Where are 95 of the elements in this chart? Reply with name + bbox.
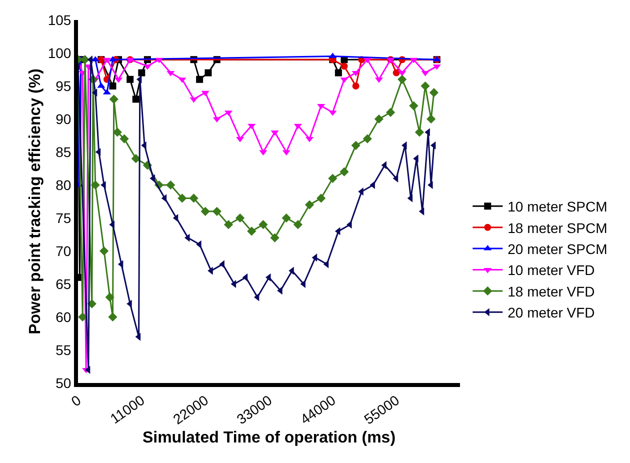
- point: [270, 130, 279, 136]
- x-axis-title: Simulated Time of operation (ms): [142, 430, 396, 447]
- y-tick-label: 85: [56, 144, 72, 160]
- point: [90, 180, 100, 190]
- point: [78, 312, 88, 322]
- point: [136, 75, 142, 84]
- point: [429, 88, 438, 98]
- legend-label: 20 meter SPCM: [508, 241, 608, 258]
- point: [178, 194, 187, 203]
- point: [323, 260, 329, 268]
- point: [248, 124, 256, 130]
- point: [386, 108, 396, 117]
- point: [328, 52, 337, 58]
- y-tick-label: 70: [56, 242, 72, 259]
- point: [282, 213, 291, 223]
- point: [109, 94, 118, 104]
- point: [131, 154, 140, 164]
- legend-label: 20 meter VFD: [508, 304, 595, 321]
- point: [430, 141, 436, 150]
- point: [294, 124, 302, 130]
- y-tick-label: 100: [48, 44, 72, 61]
- point: [109, 82, 116, 90]
- point: [340, 167, 349, 176]
- point: [334, 69, 342, 76]
- y-tick-label: 55: [56, 342, 72, 358]
- point: [204, 69, 212, 76]
- point: [135, 332, 141, 341]
- point: [363, 58, 372, 64]
- y-tick-label: 50: [56, 374, 72, 391]
- point: [138, 69, 146, 76]
- point: [351, 140, 360, 150]
- point: [381, 161, 387, 170]
- point: [105, 292, 114, 302]
- point: [102, 58, 111, 64]
- point: [312, 254, 318, 262]
- point: [316, 194, 326, 203]
- point: [304, 200, 314, 210]
- point: [432, 64, 441, 70]
- point: [270, 233, 280, 242]
- point: [212, 206, 222, 216]
- point: [392, 174, 398, 182]
- point: [224, 220, 234, 230]
- point: [200, 206, 210, 216]
- legend-label: 10 meter VFD: [508, 262, 595, 278]
- point: [166, 180, 176, 190]
- point: [410, 58, 418, 64]
- point: [418, 207, 424, 216]
- point: [92, 88, 98, 97]
- point: [80, 55, 90, 64]
- point: [409, 101, 418, 110]
- point: [201, 90, 210, 96]
- point: [84, 366, 90, 374]
- point: [414, 128, 424, 137]
- y-tick-label: 60: [56, 308, 72, 325]
- point: [420, 81, 430, 91]
- point: [247, 226, 256, 236]
- point: [254, 293, 260, 302]
- point: [258, 220, 268, 230]
- point: [340, 62, 348, 70]
- point: [132, 96, 140, 103]
- point: [398, 74, 407, 84]
- point: [112, 128, 122, 137]
- point: [143, 64, 152, 70]
- point: [328, 174, 338, 183]
- point: [118, 260, 124, 268]
- point: [100, 246, 109, 256]
- point: [293, 220, 302, 230]
- y-tick-label: 95: [56, 78, 72, 94]
- y-tick-label: 105: [48, 12, 72, 28]
- y-axis-title: Power point tracking efficiency (%): [27, 68, 44, 334]
- point: [426, 114, 436, 124]
- point: [120, 134, 129, 144]
- point: [362, 134, 372, 144]
- point: [334, 227, 340, 236]
- point: [126, 76, 134, 83]
- x-tick-label: 0: [68, 392, 84, 410]
- point: [374, 114, 384, 124]
- point: [189, 194, 198, 203]
- point: [242, 273, 248, 282]
- point: [352, 82, 360, 90]
- point: [236, 213, 245, 223]
- point: [392, 69, 400, 76]
- point: [184, 234, 190, 242]
- y-tick-label: 80: [56, 176, 72, 193]
- point: [196, 76, 204, 83]
- y-tick-label: 75: [56, 210, 72, 226]
- legend-label: 18 meter VFD: [508, 283, 595, 300]
- legend-label: 18 meter SPCM: [508, 220, 608, 236]
- point: [161, 194, 167, 202]
- y-tick-label: 90: [56, 110, 72, 127]
- point: [407, 194, 413, 202]
- point: [190, 97, 198, 103]
- point: [108, 312, 118, 322]
- legend-label: 10 meter SPCM: [508, 198, 608, 215]
- y-tick-label: 65: [56, 276, 72, 292]
